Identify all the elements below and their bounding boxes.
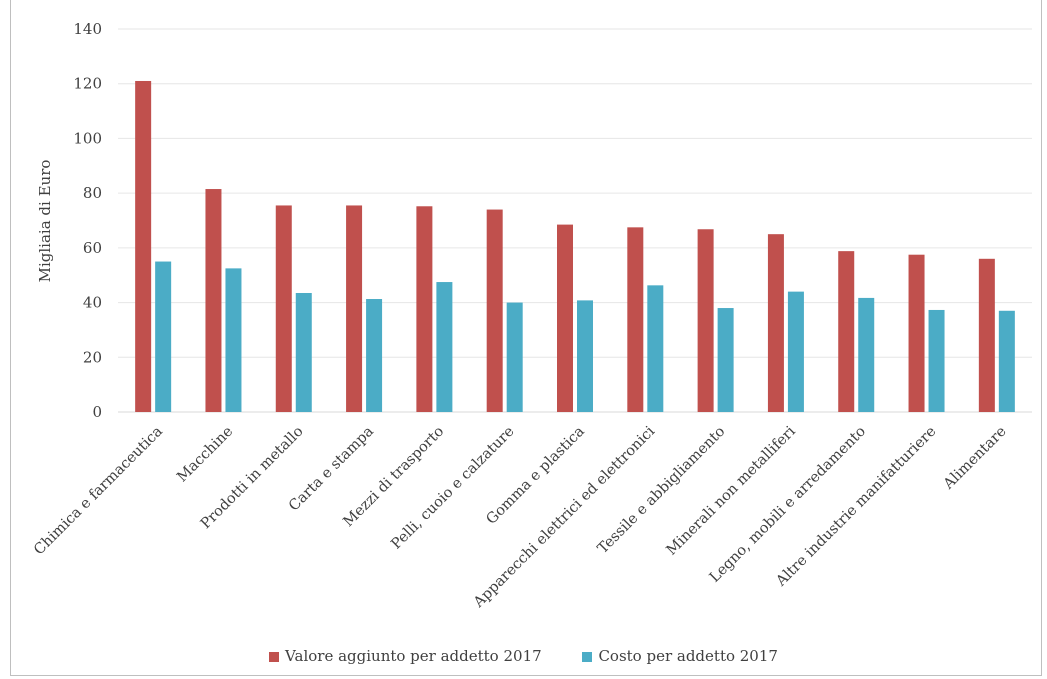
legend: Valore aggiunto per addetto 2017 Costo p… — [0, 646, 1047, 665]
bar-costo — [717, 308, 734, 412]
y-axis-ticks: 0 20 40 60 80 100 120 140 — [73, 20, 102, 421]
x-category-label: Altre industrie manifatturiere — [773, 424, 940, 591]
gridlines — [118, 28, 1032, 413]
x-category-label: Tessile e abbigliamento — [595, 424, 729, 558]
legend-item-valore: Valore aggiunto per addetto 2017 — [269, 647, 542, 665]
bars — [135, 80, 1015, 412]
legend-swatch-costo — [582, 652, 593, 662]
bar-valore-aggiunto — [908, 254, 925, 412]
y-tick-label: 120 — [73, 75, 102, 93]
y-tick-label: 60 — [83, 239, 102, 257]
legend-swatch-valore — [269, 652, 280, 662]
y-tick-label: 80 — [83, 184, 102, 202]
bar-valore-aggiunto — [416, 206, 433, 412]
y-tick-label: 40 — [83, 294, 102, 312]
bar-costo — [295, 292, 312, 412]
bar-valore-aggiunto — [205, 189, 222, 412]
y-tick-label: 20 — [83, 348, 102, 366]
y-tick-label: 140 — [73, 20, 102, 38]
x-category-label: Chimica e farmaceutica — [31, 423, 166, 558]
bar-costo — [366, 299, 383, 412]
bar-costo — [928, 309, 945, 412]
bar-valore-aggiunto — [838, 251, 855, 412]
bar-valore-aggiunto — [978, 258, 995, 412]
bar-chart: 0 20 40 60 80 100 120 140 Migliaia di Euro Chim… — [31, 20, 1032, 611]
bar-costo — [506, 302, 523, 412]
y-tick-label: 0 — [92, 403, 102, 421]
bar-valore-aggiunto — [697, 229, 714, 412]
bar-valore-aggiunto — [275, 205, 292, 412]
x-category-label: Minerali non metalliferi — [664, 423, 799, 558]
bar-costo — [647, 285, 664, 412]
bar-costo — [225, 268, 242, 412]
x-category-label: Pelli, cuoio e calzature — [388, 424, 517, 553]
bar-valore-aggiunto — [627, 227, 644, 412]
bar-costo — [858, 297, 875, 412]
bar-valore-aggiunto — [135, 80, 152, 412]
bar-costo — [787, 291, 804, 412]
bar-costo — [155, 261, 172, 412]
chart-frame — [10, 0, 1042, 676]
y-axis-label: Migliaia di Euro — [36, 160, 54, 283]
bar-valore-aggiunto — [346, 205, 363, 412]
x-category-label: Macchine — [174, 424, 236, 486]
bar-costo — [577, 300, 593, 412]
y-tick-label: 100 — [73, 129, 102, 147]
x-category-label: Alimentare — [940, 424, 1010, 494]
bar-valore-aggiunto — [486, 209, 503, 412]
legend-item-costo: Costo per addetto 2017 — [582, 647, 778, 665]
x-category-label: Legno, mobili e arredamento — [707, 424, 869, 586]
bar-valore-aggiunto — [767, 234, 784, 412]
legend-label-costo: Costo per addetto 2017 — [598, 647, 778, 665]
legend-label-valore: Valore aggiunto per addetto 2017 — [285, 647, 542, 665]
bar-valore-aggiunto — [557, 224, 573, 412]
bar-costo — [998, 310, 1015, 412]
bar-costo — [436, 282, 453, 412]
